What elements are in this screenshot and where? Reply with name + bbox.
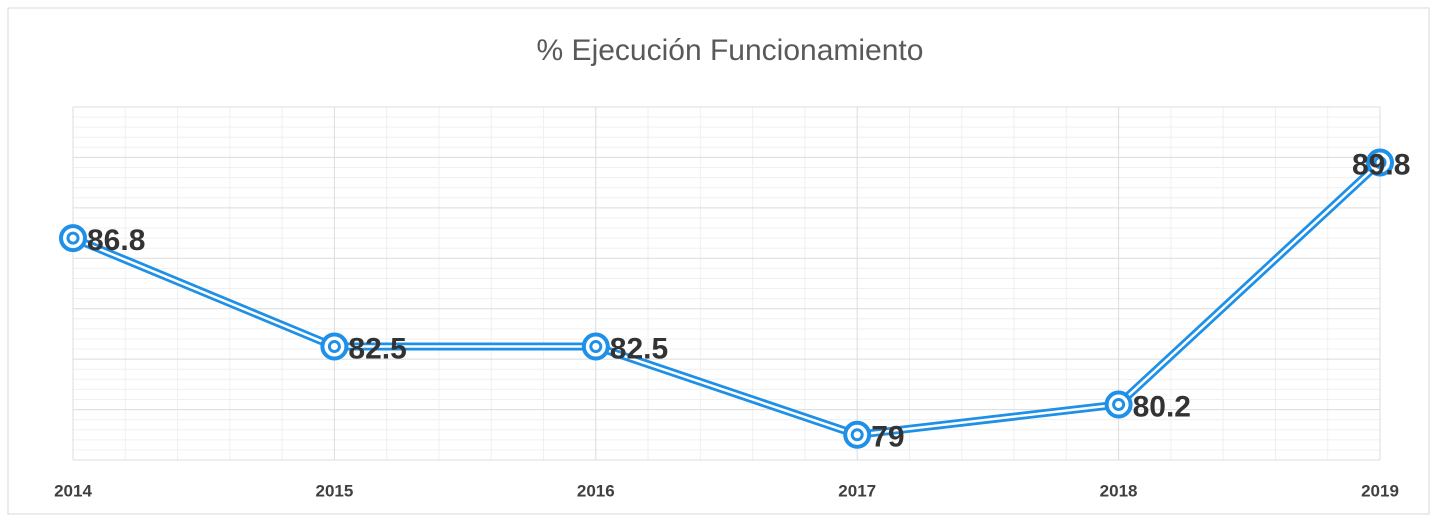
marker — [1104, 390, 1133, 419]
x-tick-label: 2019 — [1361, 481, 1399, 500]
x-tick-label: 2017 — [838, 481, 876, 500]
marker — [59, 224, 87, 253]
marker-inner — [66, 231, 80, 245]
marker — [320, 332, 349, 361]
data-label: 80.2 — [1133, 390, 1191, 423]
marker — [1366, 148, 1394, 177]
marker-inner — [1373, 155, 1387, 169]
marker-inner — [589, 340, 603, 354]
marker-inner — [327, 340, 341, 354]
chart-border — [7, 7, 1430, 515]
x-tick-label: 2016 — [577, 481, 615, 500]
x-tick-label: 2014 — [54, 481, 92, 500]
data-label: 82.5 — [348, 332, 406, 365]
line-inner — [72, 161, 1381, 437]
marker-inner — [1112, 398, 1126, 412]
data-label: 86.8 — [87, 224, 145, 257]
marker — [843, 420, 872, 449]
x-tick-label: 2018 — [1100, 481, 1138, 500]
data-label: 82.5 — [610, 332, 668, 365]
marker — [581, 332, 610, 361]
chart-title: % Ejecución Funcionamiento — [537, 34, 924, 67]
marker-inner — [850, 428, 864, 442]
x-tick-label: 2015 — [315, 481, 353, 500]
data-label: 89.8 — [1352, 148, 1410, 181]
data-label: 79 — [871, 421, 904, 454]
